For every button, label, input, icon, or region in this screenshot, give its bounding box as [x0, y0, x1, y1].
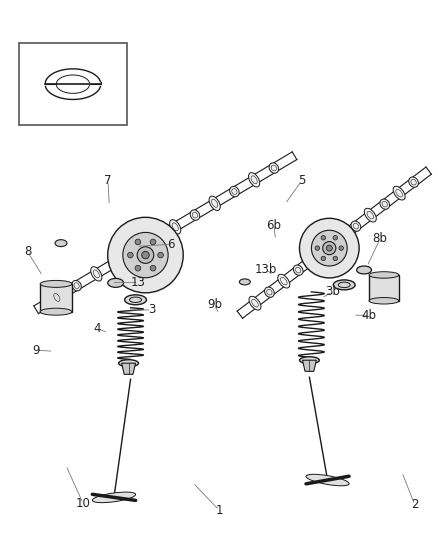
Ellipse shape [92, 492, 136, 503]
Bar [369, 275, 399, 301]
Ellipse shape [130, 243, 141, 257]
Ellipse shape [55, 240, 67, 247]
Polygon shape [303, 360, 316, 372]
Circle shape [158, 252, 163, 258]
Text: 3: 3 [148, 303, 155, 317]
Ellipse shape [307, 252, 318, 266]
Polygon shape [122, 363, 135, 374]
Circle shape [150, 265, 156, 271]
Text: 2: 2 [411, 498, 419, 511]
Text: 6b: 6b [266, 219, 281, 232]
Ellipse shape [111, 257, 121, 268]
Text: 10: 10 [76, 497, 91, 510]
Circle shape [108, 217, 183, 293]
Ellipse shape [364, 208, 376, 222]
Text: 13: 13 [131, 276, 146, 289]
Circle shape [137, 247, 154, 263]
Ellipse shape [108, 278, 124, 287]
Ellipse shape [209, 196, 220, 211]
Ellipse shape [265, 287, 274, 297]
Circle shape [300, 219, 359, 278]
Text: 5: 5 [298, 174, 305, 187]
Ellipse shape [124, 295, 146, 305]
Ellipse shape [190, 210, 200, 220]
Circle shape [321, 236, 325, 240]
Ellipse shape [40, 308, 72, 315]
Text: 8: 8 [24, 245, 31, 258]
Text: 8b: 8b [373, 232, 388, 246]
Ellipse shape [380, 199, 389, 209]
Ellipse shape [119, 360, 138, 367]
Circle shape [142, 251, 149, 259]
Ellipse shape [151, 233, 160, 244]
Text: 9: 9 [32, 344, 40, 357]
Text: 6: 6 [167, 238, 175, 251]
Ellipse shape [170, 220, 181, 234]
Text: 9b: 9b [207, 298, 222, 311]
Ellipse shape [351, 221, 361, 231]
Text: 4: 4 [93, 322, 101, 335]
Bar [40, 284, 72, 312]
Ellipse shape [357, 266, 371, 274]
Ellipse shape [230, 187, 239, 197]
Ellipse shape [51, 290, 63, 304]
Circle shape [333, 236, 338, 240]
Ellipse shape [293, 265, 303, 275]
Circle shape [339, 246, 343, 251]
Ellipse shape [333, 280, 355, 290]
Ellipse shape [393, 186, 405, 200]
Circle shape [311, 230, 347, 266]
Circle shape [315, 246, 320, 251]
Ellipse shape [269, 163, 279, 173]
Ellipse shape [369, 297, 399, 304]
Circle shape [135, 239, 141, 245]
Text: 4b: 4b [362, 309, 377, 322]
Ellipse shape [300, 357, 319, 364]
Ellipse shape [409, 177, 418, 187]
Text: 13b: 13b [254, 263, 277, 276]
Text: 7: 7 [104, 174, 112, 187]
Circle shape [326, 245, 332, 251]
Ellipse shape [278, 274, 290, 288]
Ellipse shape [322, 243, 332, 253]
Circle shape [321, 256, 325, 261]
Circle shape [123, 232, 168, 278]
Ellipse shape [248, 173, 260, 187]
Circle shape [333, 256, 338, 261]
Ellipse shape [306, 474, 349, 486]
Ellipse shape [40, 280, 72, 287]
Ellipse shape [369, 272, 399, 278]
Ellipse shape [72, 280, 81, 291]
Bar [19, 43, 127, 125]
Ellipse shape [91, 266, 102, 281]
Ellipse shape [249, 296, 261, 310]
Circle shape [323, 241, 336, 255]
Text: 3b: 3b [325, 286, 339, 298]
Text: 1: 1 [215, 504, 223, 516]
Circle shape [150, 239, 156, 245]
Circle shape [135, 265, 141, 271]
Ellipse shape [240, 279, 250, 285]
Circle shape [127, 252, 133, 258]
Ellipse shape [336, 230, 347, 244]
